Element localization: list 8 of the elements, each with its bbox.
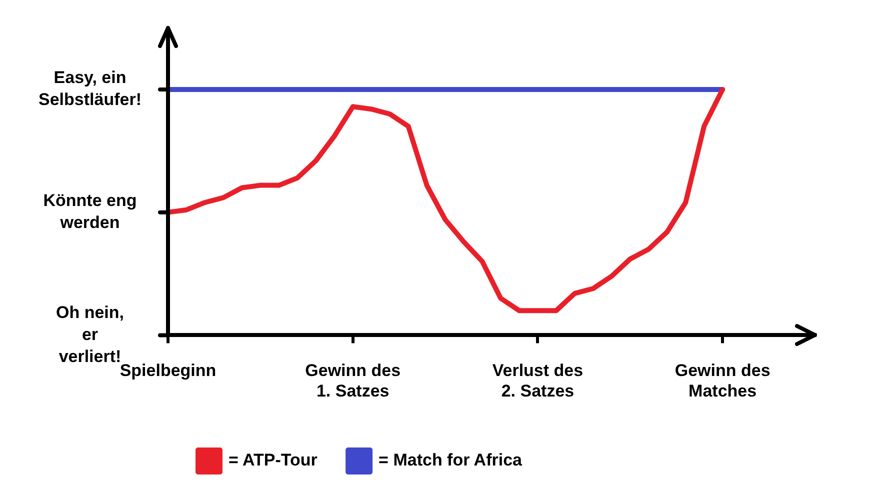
legend-label: = ATP-Tour — [228, 450, 318, 470]
x-tick-label: Gewinn des Matches — [674, 361, 770, 400]
text: Easy, ein Selbstläufer! — [38, 68, 142, 110]
legend-label: = Match for Africa — [378, 450, 523, 470]
x-tick-label: Spielbeginn — [120, 361, 216, 380]
x-tick-label: Verlust des 2. Satzes — [492, 361, 584, 400]
x-tick-label: Gewinn des 1. Satzes — [305, 361, 401, 400]
text: Könnte eng werden — [43, 191, 137, 232]
